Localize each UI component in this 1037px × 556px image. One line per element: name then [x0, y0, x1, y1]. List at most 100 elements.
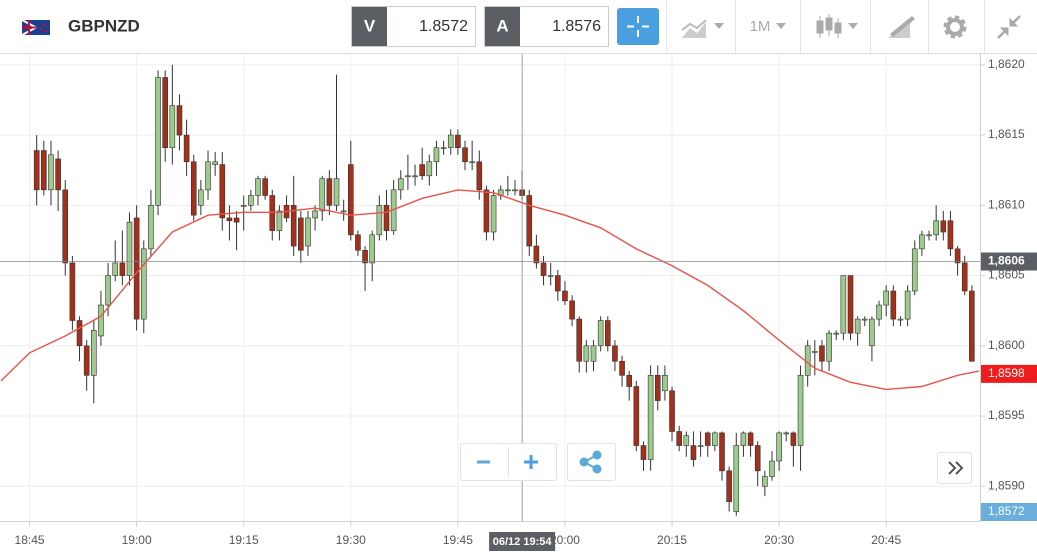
candle-body: [62, 189, 69, 264]
candle-body: [847, 275, 854, 334]
candle-body: [262, 178, 268, 196]
crosshair-button[interactable]: [617, 8, 659, 45]
candle-body: [205, 161, 211, 191]
x-tick-label: 20:15: [657, 533, 687, 547]
candle-body: [276, 210, 283, 231]
candle-body: [248, 195, 254, 206]
candle-body: [119, 262, 126, 276]
candle-body: [933, 220, 939, 236]
candle-body: [854, 318, 861, 334]
candle-style-button[interactable]: [816, 14, 858, 38]
settings-button[interactable]: [943, 15, 967, 39]
x-tick-label: 19:00: [122, 533, 152, 547]
y-tick-label: 1,8610: [988, 197, 1025, 211]
candle-body: [961, 262, 968, 292]
candle-body: [55, 158, 61, 191]
candle-body: [369, 234, 376, 264]
y-tick-label: 1,8605: [988, 268, 1025, 282]
candle-body: [526, 195, 533, 247]
candle-body: [433, 147, 440, 163]
candle-body: [219, 164, 226, 219]
sell-tag-bg: [352, 7, 387, 46]
candle-body: [133, 217, 140, 320]
y-tick-label: 1,8595: [988, 408, 1025, 422]
candle-body: [148, 205, 154, 250]
candle-body: [333, 178, 340, 206]
candle-body: [904, 290, 911, 320]
candle-body: [840, 275, 847, 334]
candle-body: [41, 150, 47, 191]
x-tick-label: 19:15: [229, 533, 259, 547]
candle-body: [112, 262, 119, 276]
candle-body: [654, 375, 661, 401]
moving-average: [0, 189, 980, 391]
share-button[interactable]: [567, 443, 616, 481]
overlay: 1,8606 06/12 19:54 1,8598 1,8572: [0, 54, 1037, 551]
candle-body: [876, 304, 882, 320]
candle-body: [826, 332, 832, 362]
candle-body: [812, 351, 818, 353]
candle-body: [819, 345, 825, 362]
y-tick-label: 1,8620: [988, 57, 1025, 71]
candle-body: [919, 234, 925, 250]
candle-body: [126, 221, 133, 276]
candle-body: [362, 249, 368, 264]
chart-type-button[interactable]: [681, 19, 724, 38]
scroll-end-icon: [948, 461, 964, 475]
candle-body: [255, 178, 261, 196]
candle-body: [298, 217, 304, 251]
candle-body: [769, 460, 775, 477]
candle-body: [140, 248, 147, 320]
candle-body: [754, 445, 761, 472]
candle-body: [455, 134, 461, 149]
candle-body: [33, 150, 40, 191]
y-tick-label: 1,8615: [988, 127, 1025, 141]
candle-body: [340, 210, 347, 213]
last-price-box: [981, 364, 1037, 383]
candle-body: [683, 435, 690, 446]
y-tick-label: 1,8590: [988, 478, 1025, 492]
candle-body: [447, 134, 454, 149]
candle-body: [740, 432, 747, 446]
candle-body: [762, 476, 768, 487]
crosshair-time-label: 06/12 19:54: [493, 536, 553, 548]
draw-tool-button[interactable]: [888, 16, 915, 38]
candle-body: [426, 161, 433, 177]
candle-body: [462, 147, 468, 163]
candle-body: [969, 290, 975, 362]
candle-body: [569, 300, 575, 320]
candle-body: [91, 330, 97, 376]
candle-body: [712, 432, 718, 446]
candle-body: [662, 375, 668, 392]
candle-body: [647, 375, 654, 460]
candle-body: [483, 189, 490, 233]
crosshair-price-box: [981, 252, 1037, 271]
candle-body: [326, 178, 333, 206]
timeframe[interactable]: 1M: [750, 18, 771, 35]
candle-body: [155, 77, 161, 206]
bid-price-label: 1,8572: [988, 504, 1025, 518]
bid-price-box: [981, 503, 1037, 521]
candle-body: [347, 164, 354, 236]
symbol: GBPNZD: [68, 16, 140, 35]
candle-body: [733, 445, 740, 512]
x-tick-label: 20:30: [764, 533, 794, 547]
zoom-in[interactable]: [524, 455, 538, 469]
candle-body: [555, 275, 561, 292]
candle-body: [305, 217, 311, 247]
candle-body: [861, 318, 868, 321]
candle-body: [562, 290, 568, 302]
candle-body: [469, 161, 475, 164]
flag: [21, 19, 50, 36]
candle-body: [490, 195, 497, 233]
candle-body: [626, 375, 633, 387]
candle-body: [476, 161, 483, 191]
candle-body: [583, 345, 590, 362]
collapse-button[interactable]: [997, 15, 1021, 39]
x-tick-label: 20:45: [871, 533, 901, 547]
candle-body: [383, 205, 390, 231]
crosshair-time-box: [489, 532, 556, 551]
candle-body: [726, 470, 732, 503]
buy-tag-bg: [485, 7, 520, 46]
candle-body: [540, 262, 547, 276]
